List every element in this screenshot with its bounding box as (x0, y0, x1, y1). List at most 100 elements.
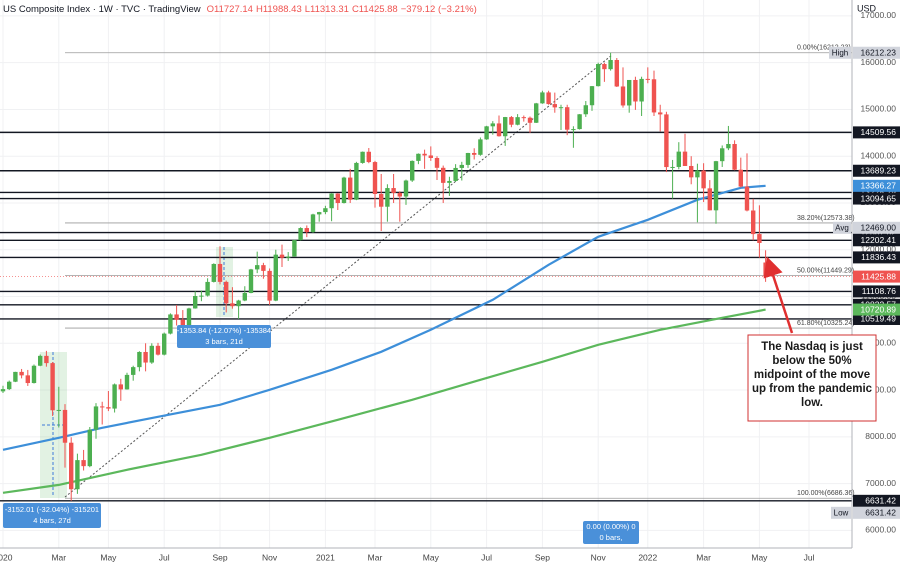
price-tag-label: 13225.29 (861, 187, 897, 197)
candle-body (273, 254, 278, 301)
candle-body (211, 263, 216, 282)
candle-body (193, 295, 198, 309)
candle-body (87, 429, 92, 467)
candle-body (137, 351, 142, 368)
candle-body (341, 177, 347, 204)
candle-body (608, 60, 613, 70)
candle-body (224, 281, 229, 304)
candle-body (100, 406, 105, 408)
y-tick-label: 7000.00 (865, 478, 896, 488)
candle-body (279, 254, 285, 258)
candle-body (186, 308, 192, 327)
candle-body (633, 79, 638, 102)
candle-body (62, 409, 68, 443)
y-tick-label: 6000.00 (865, 525, 896, 535)
price-tag-label: 10519.49 (861, 314, 897, 324)
y-tick-label: 9000.00 (865, 384, 896, 394)
candle-body (751, 210, 756, 235)
candle-body (217, 263, 223, 282)
fib-label: 38.20%(12573.38) (797, 215, 855, 222)
x-tick-label: Mar (368, 552, 383, 562)
price-tag (853, 192, 900, 205)
candle-body (403, 180, 409, 197)
candle-body (441, 167, 446, 183)
candle-body (112, 384, 117, 409)
candle-body (670, 166, 675, 168)
candle-body (155, 345, 161, 355)
price-tag-label: 11425.88 (861, 271, 896, 281)
candle-body (589, 86, 595, 106)
candle-body (124, 374, 130, 390)
candle-body (744, 186, 750, 211)
price-tag-label: 13689.23 (861, 165, 897, 175)
candle-body (205, 281, 210, 296)
price-tag (853, 270, 900, 283)
price-tag (853, 221, 900, 234)
measure-text: -3152.01 (-32.04%) -315201 (5, 505, 99, 514)
candle-body (7, 381, 12, 390)
price-tag (853, 234, 900, 247)
price-tags: 14509.5613689.2313225.2913094.6512367.02… (829, 46, 900, 519)
candle-body (168, 314, 173, 334)
candle-body (162, 333, 167, 355)
ohlc-low: L11313.31 (305, 4, 349, 15)
candle-body (527, 117, 533, 123)
candle-body (410, 160, 415, 181)
candle-body (38, 355, 43, 366)
candle-body (434, 157, 440, 168)
candle-body (540, 92, 545, 104)
candle-body (596, 64, 601, 87)
x-tick-label: Sep (212, 552, 227, 562)
candle-body (447, 180, 452, 183)
candle-body (19, 371, 24, 376)
candle-body (174, 314, 179, 320)
x-tick-label: May (100, 552, 117, 562)
candle-body (763, 262, 768, 277)
y-tick-label: 10000.00 (861, 338, 897, 348)
candle-body (515, 117, 520, 125)
candle-body (397, 192, 402, 197)
candle-body (31, 365, 37, 384)
candle-body (354, 162, 359, 200)
candle-body (143, 351, 148, 363)
price-tag-label: 14509.56 (861, 127, 897, 137)
currency: USD (857, 3, 877, 13)
candle-body (453, 167, 458, 181)
tag-caption: Low (834, 508, 849, 517)
x-tick-label: Nov (591, 552, 607, 562)
fib-label: 61.80%(10325.24) (797, 320, 855, 327)
trend-line (64, 54, 613, 498)
candle-body (428, 155, 433, 158)
price-tag-label: 13366.27 (861, 181, 897, 191)
y-tick-label: 8000.00 (865, 431, 896, 441)
candle-body (465, 152, 471, 165)
y-tick-label: 17000.00 (861, 10, 897, 20)
annotation-arrow (763, 256, 794, 334)
candle-body (645, 78, 650, 80)
candle-body (317, 212, 322, 215)
candle-body (391, 188, 396, 193)
annotation: The Nasdaq is just below the 50% midpoin… (752, 341, 872, 409)
candle-body (25, 375, 30, 384)
candle-body (503, 117, 508, 137)
candle-body (484, 126, 489, 140)
candle-body (627, 79, 632, 106)
candle-body (13, 371, 18, 382)
price-tag-label: 6631.42 (865, 496, 896, 506)
moving-average (2, 184, 766, 451)
candle-body (304, 228, 309, 233)
candle-body (602, 64, 607, 70)
x-tick-label: 2021 (316, 552, 335, 562)
candle-body (255, 265, 260, 270)
candle-body (689, 165, 694, 178)
candle-body (360, 151, 365, 163)
candle-body (534, 103, 539, 123)
candle-body (720, 148, 725, 162)
candle-body (366, 151, 371, 163)
candle-body (81, 460, 86, 467)
y-tick-label: 12000.00 (861, 244, 897, 254)
candle-body (292, 240, 297, 257)
candle-body (329, 193, 334, 209)
x-tick-label: Jul (159, 552, 170, 562)
measure-text: 4 bars, 27d (33, 516, 71, 525)
